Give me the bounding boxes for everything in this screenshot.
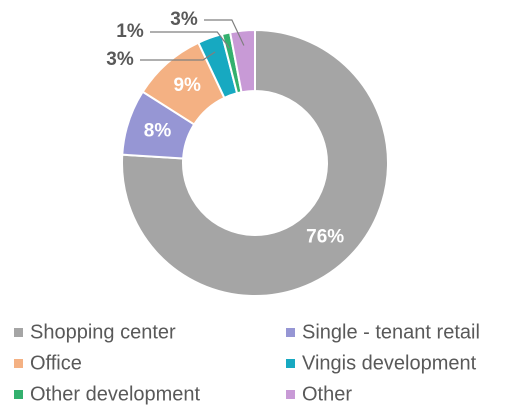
legend-label: Single - tenant retail (302, 321, 480, 343)
data-label: 76% (306, 227, 344, 248)
data-label: 1% (116, 21, 144, 42)
leader-line (150, 31, 230, 49)
leader-line (140, 51, 216, 61)
data-label: 9% (173, 75, 201, 96)
data-label: 3% (170, 9, 198, 30)
legend-label: Other (302, 383, 352, 405)
leader-line (204, 19, 245, 46)
legend-label: Vingis development (302, 352, 477, 374)
legend-swatch (286, 328, 295, 337)
slice (228, 28, 256, 94)
data-label: 3% (106, 49, 134, 70)
data-label: 8% (144, 120, 172, 141)
legend-swatch (14, 359, 23, 368)
legend-swatch (14, 390, 23, 399)
legend-label: Shopping center (30, 321, 176, 343)
legend-label: Office (30, 352, 82, 374)
legend-label: Other development (30, 383, 201, 405)
legend-swatch (286, 390, 295, 399)
legend-swatch (14, 328, 23, 337)
legend-swatch (286, 359, 295, 368)
slice (121, 28, 389, 297)
